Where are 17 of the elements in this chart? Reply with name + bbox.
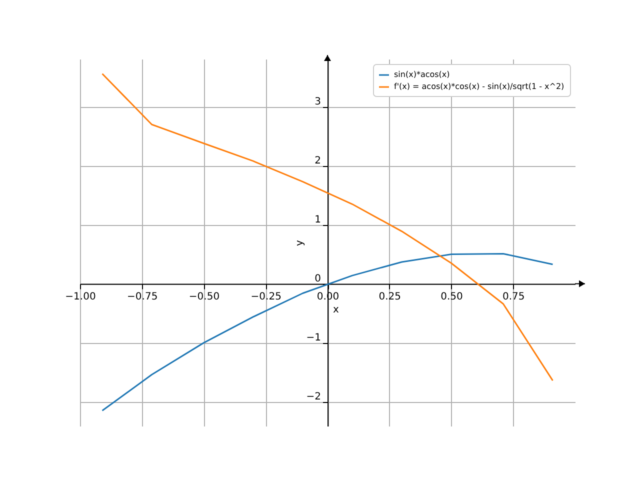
x-tick-label: −0.50 xyxy=(188,291,220,302)
x-tick-label: −1.00 xyxy=(65,291,96,302)
x-tick-label: −0.25 xyxy=(250,291,282,302)
y-tick-label: −2 xyxy=(306,391,321,402)
y-tick-label: −1 xyxy=(306,332,321,344)
y-axis-title: y xyxy=(294,240,306,246)
y-tick-label: 0 xyxy=(314,273,321,284)
x-tick-label: 0.75 xyxy=(502,291,525,302)
y-tick-label: 2 xyxy=(314,155,321,166)
legend-label: f'(x) = acos(x)*cos(x) - sin(x)/sqrt(1 - x^2) xyxy=(394,82,564,91)
x-axis-title: x xyxy=(333,304,340,316)
legend-label: sin(x)*acos(x) xyxy=(394,70,450,79)
x-tick-label: 0.50 xyxy=(440,291,463,302)
y-tick-label: 1 xyxy=(314,214,321,226)
x-tick-label: 0.25 xyxy=(378,291,402,302)
y-tick-label: 3 xyxy=(314,96,321,108)
x-tick-label: −0.75 xyxy=(127,291,158,302)
